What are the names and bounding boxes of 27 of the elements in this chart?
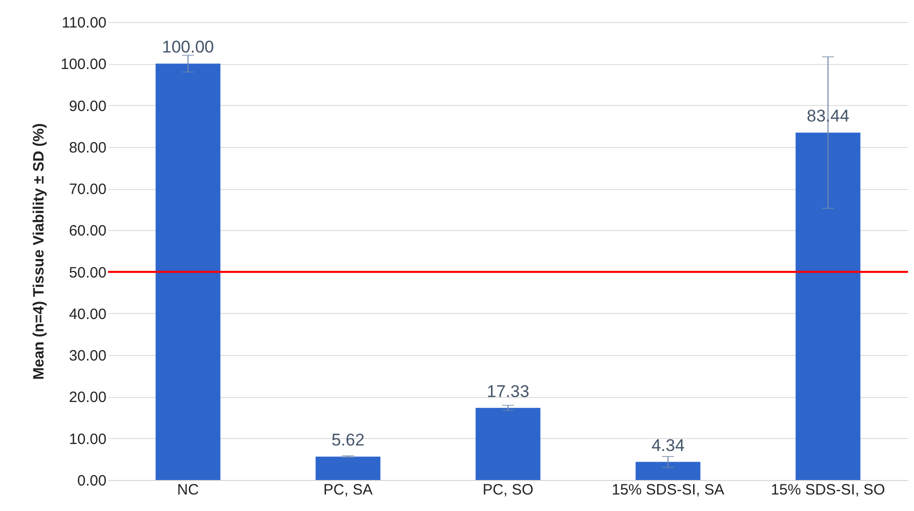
- y-tick-label: 40.00: [68, 306, 106, 323]
- y-tick-label: 90.00: [68, 98, 106, 115]
- x-tick-label: 15% SDS-SI, SA: [612, 482, 724, 498]
- bar: [476, 408, 540, 480]
- data-label: 5.62: [331, 430, 365, 450]
- bar: [636, 462, 700, 480]
- y-tick-label: 20.00: [68, 389, 106, 406]
- bar: [316, 456, 380, 480]
- x-tick-label: PC, SO: [482, 482, 534, 498]
- x-tick-label: NC: [177, 482, 199, 498]
- y-tick-label: 80.00: [68, 139, 106, 156]
- bar: [796, 132, 860, 480]
- y-tick-label: 100.00: [60, 56, 106, 74]
- y-tick-label: 10.00: [68, 430, 106, 448]
- y-tick-label: 110.00: [62, 14, 106, 32]
- y-tick-label: 0.00: [77, 472, 106, 490]
- x-tick-label: PC, SA: [323, 482, 373, 498]
- data-label: 4.34: [651, 436, 685, 455]
- data-label: 100.00: [162, 38, 214, 57]
- y-tick-label: 60.00: [68, 222, 106, 240]
- data-label: 17.33: [486, 382, 530, 401]
- y-axis-title: Mean (n=4) Tissue Viability ± SD (%): [30, 123, 48, 380]
- x-tick-label: 15% SDS-SI, SO: [770, 482, 886, 498]
- y-tick-label: 30.00: [68, 348, 106, 365]
- bar: [156, 64, 220, 480]
- y-tick-label: 50.00: [68, 264, 106, 282]
- y-tick-label: 70.00: [68, 181, 106, 198]
